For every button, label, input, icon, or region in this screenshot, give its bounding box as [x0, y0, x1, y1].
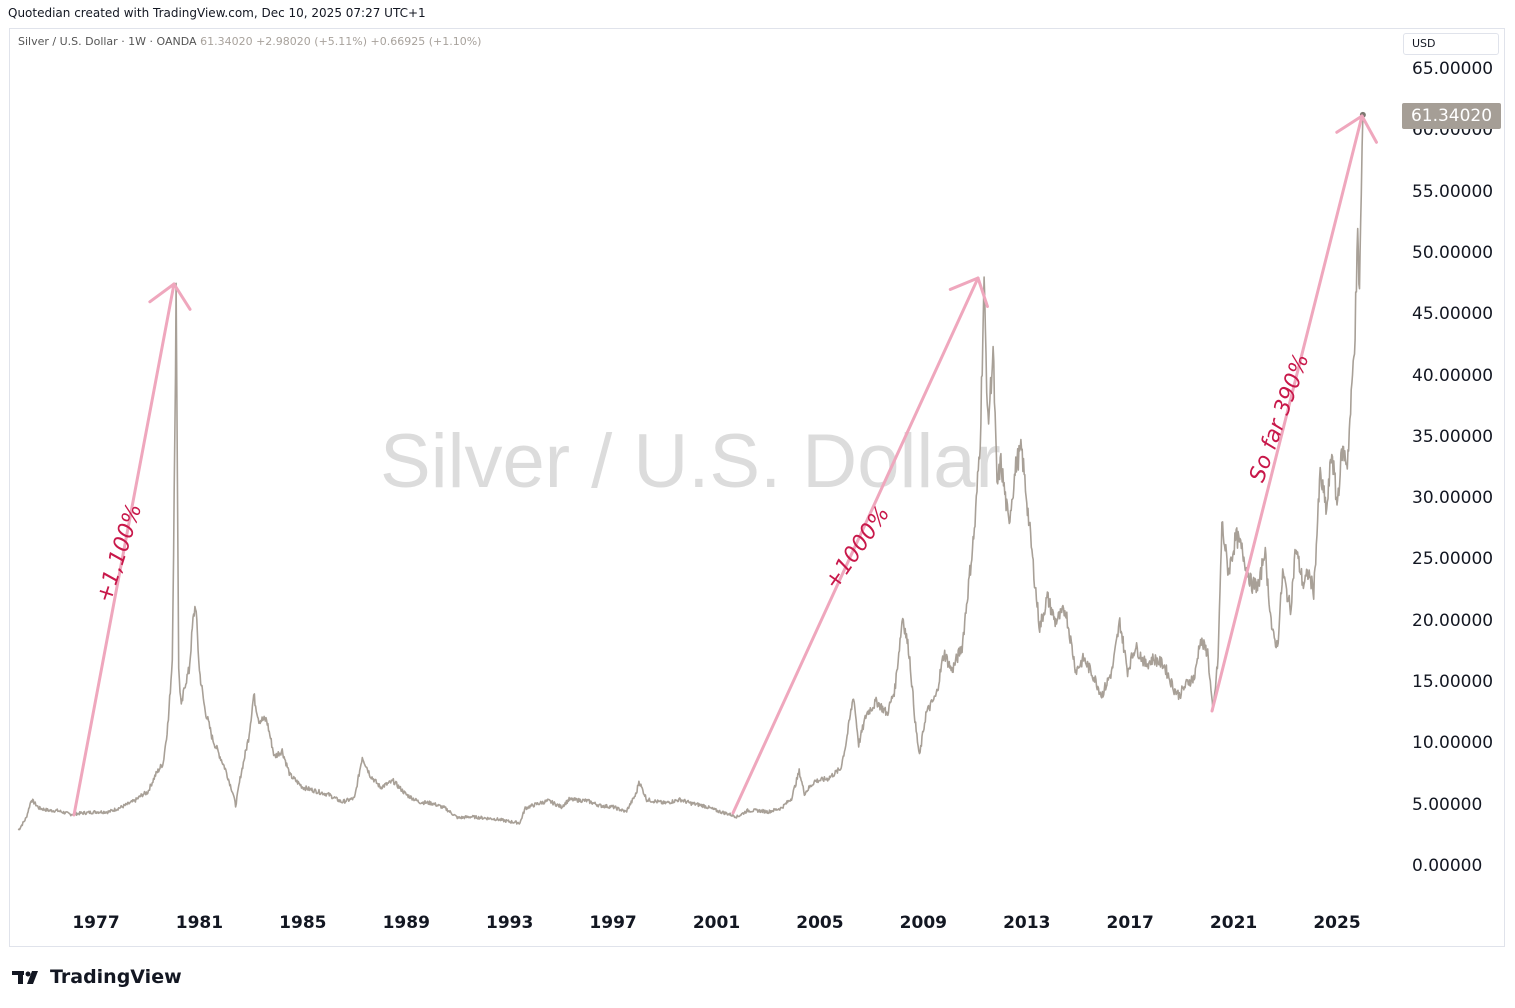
y-tick-label: 5.00000: [1412, 794, 1483, 815]
currency-selector[interactable]: USD: [1403, 33, 1499, 55]
x-tick-label: 1977: [72, 913, 120, 933]
symbol-legend[interactable]: Silver / U.S. Dollar · 1W · OANDA 61.340…: [18, 35, 481, 48]
tradingview-logo[interactable]: TradingView: [12, 966, 182, 988]
trend-arrow-line[interactable]: [731, 276, 980, 815]
chart-caption: Quotedian created with TradingView.com, …: [8, 6, 426, 20]
symbol-watermark: Silver / U.S. Dollar: [380, 419, 1001, 504]
x-tick-label: 2021: [1209, 913, 1258, 933]
x-tick-label: 2017: [1106, 913, 1154, 933]
legend-change: +2.98020 (+5.11%): [256, 35, 368, 48]
y-tick-label: 35.00000: [1412, 426, 1494, 447]
y-tick-label: 50.00000: [1412, 242, 1494, 263]
y-tick-label: 15.00000: [1412, 672, 1494, 693]
x-tick-label: 1989: [382, 913, 430, 933]
last-price-tag: 61.34020: [1402, 103, 1501, 129]
trend-arrow-line[interactable]: [1210, 114, 1364, 713]
y-tick-label: 0.00000: [1412, 856, 1483, 876]
y-tick-label: 10.00000: [1412, 733, 1494, 754]
x-tick-label: 1985: [279, 913, 327, 933]
y-tick-label: 55.00000: [1412, 181, 1494, 202]
y-tick-label: 45.00000: [1412, 304, 1494, 325]
x-tick-label: 1993: [485, 913, 534, 933]
y-tick-label: 25.00000: [1412, 549, 1494, 570]
y-tick-label: 30.00000: [1412, 488, 1494, 509]
y-tick-label: 65.00000: [1412, 59, 1494, 79]
y-tick-label: 40.00000: [1412, 365, 1494, 386]
x-tick-label: 1997: [589, 913, 637, 933]
x-tick-label: 2009: [899, 913, 947, 933]
y-tick-label: 20.00000: [1412, 610, 1494, 631]
trend-arrow-line[interactable]: [72, 282, 176, 817]
tradingview-brand: TradingView: [50, 966, 182, 988]
legend-change-2: +0.66925 (+1.10%): [370, 35, 482, 48]
trend-arrow-head: [172, 282, 192, 311]
trend-arrow-head: [976, 276, 989, 308]
x-tick-label: 2025: [1313, 913, 1361, 933]
symbol-name: Silver / U.S. Dollar · 1W · OANDA: [18, 35, 197, 48]
trend-arrow-head: [1335, 114, 1364, 134]
tradingview-logo-icon: [12, 971, 38, 984]
trend-arrow-head: [148, 282, 176, 304]
x-tick-label: 2001: [692, 913, 741, 933]
x-tick-label: 2005: [796, 913, 844, 933]
legend-price: 61.34020: [200, 35, 253, 48]
x-tick-label: 1981: [175, 913, 224, 933]
chart-frame[interactable]: [9, 28, 1505, 947]
trend-arrow-head: [948, 276, 980, 291]
trend-arrow-head: [1360, 114, 1378, 144]
x-tick-label: 2013: [1003, 913, 1051, 933]
silver-price-line[interactable]: [17, 114, 1364, 831]
